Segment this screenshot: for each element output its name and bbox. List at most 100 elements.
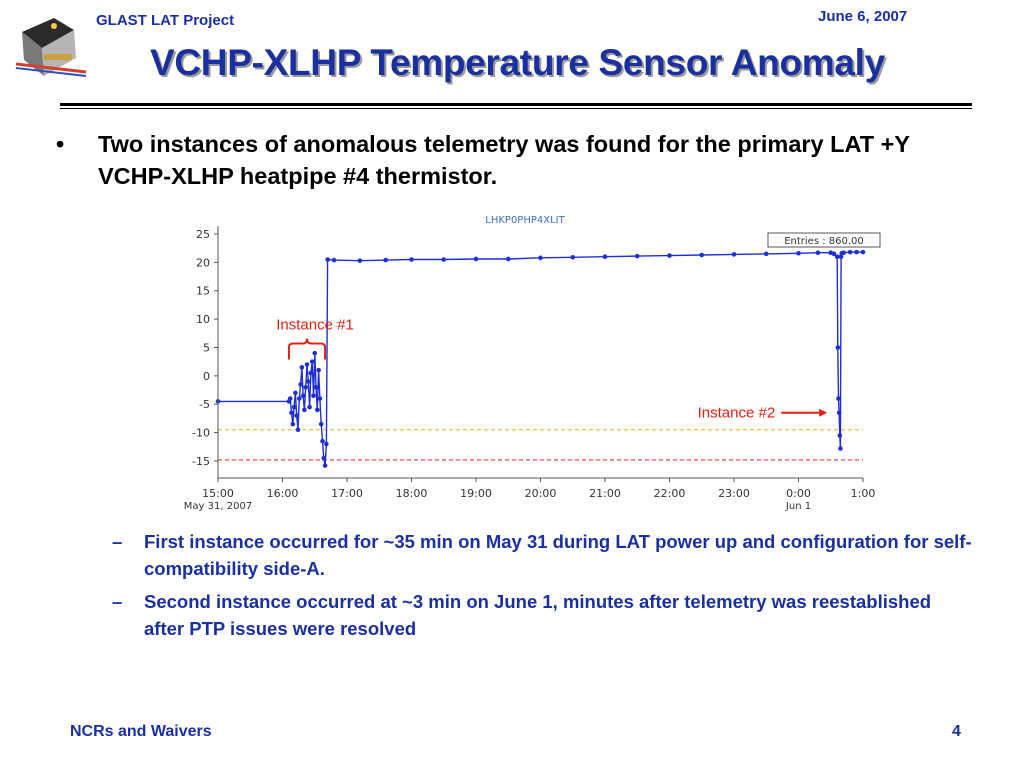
data-point — [505, 256, 511, 262]
series-line — [218, 251, 863, 466]
y-tick-label: 15 — [196, 285, 210, 298]
sub-bullet-dash: – — [112, 591, 123, 612]
data-point — [318, 421, 324, 427]
data-point — [312, 350, 318, 356]
data-point — [473, 256, 479, 262]
title-divider-thin — [60, 108, 972, 109]
data-point — [321, 455, 327, 461]
y-tick-label: -5 — [199, 398, 210, 411]
x-tick-label: 1:00 — [851, 487, 876, 500]
data-point — [836, 396, 841, 401]
data-point — [306, 379, 311, 384]
chart-svg: LHKP0PHP4XLIT Entries : 860.00 25 20 15 10 5… — [184, 215, 881, 512]
data-point — [841, 250, 846, 256]
bullet-dot: • — [56, 131, 65, 157]
data-point — [308, 370, 314, 376]
x-tick-label: 21:00 — [589, 487, 621, 500]
x-tick-label: 17:00 — [331, 487, 363, 500]
chart-title: LHKP0PHP4XLIT — [485, 215, 565, 226]
data-point — [847, 249, 853, 255]
data-point — [304, 362, 310, 367]
data-point — [763, 251, 769, 257]
data-point — [796, 250, 801, 256]
data-point — [834, 254, 840, 259]
data-point — [331, 257, 337, 263]
title-divider — [60, 103, 972, 106]
page-number: 4 — [952, 723, 961, 740]
y-tick-label: 5 — [203, 341, 210, 354]
annotation-instance-2: Instance #2 — [698, 405, 776, 422]
data-point — [291, 404, 297, 410]
annotation-instance-1: Instance #1 — [276, 316, 354, 333]
data-point — [290, 421, 296, 427]
data-point — [298, 382, 303, 387]
instance-2-arrow-head — [819, 408, 828, 417]
y-tick-label: -10 — [192, 427, 210, 440]
data-point — [307, 404, 312, 410]
data-point — [309, 359, 315, 364]
data-point — [860, 249, 866, 255]
data-point — [699, 252, 705, 258]
data-point — [322, 463, 328, 468]
data-point — [315, 407, 320, 413]
x-tick-label: 23:00 — [718, 487, 750, 500]
sub-bullet-1-text: First instance occurred for ~35 min on M… — [144, 531, 972, 579]
data-point — [570, 254, 576, 260]
data-point — [295, 427, 301, 433]
y-tick-label: 10 — [196, 313, 210, 326]
x-sublabel: Jun 1 — [785, 501, 811, 512]
data-point — [302, 407, 307, 413]
data-point — [357, 258, 363, 263]
project-name: GLAST LAT Project — [96, 12, 235, 29]
instance-1-bracket — [287, 338, 327, 360]
glast-logo — [14, 14, 90, 91]
data-point — [538, 255, 543, 261]
data-point — [287, 396, 293, 401]
slide-date: June 6, 2007 — [818, 8, 908, 25]
data-point — [836, 410, 842, 416]
y-tick-label: 25 — [196, 228, 210, 241]
data-point — [667, 253, 672, 258]
data-point — [838, 254, 844, 259]
data-point — [731, 252, 737, 257]
x-tick-label: 15:00 — [202, 487, 234, 500]
data-point — [303, 384, 309, 390]
x-tick-label: 19:00 — [460, 487, 492, 500]
x-sublabel: May 31, 2007 — [184, 501, 252, 512]
footer-section: NCRs and Waivers — [70, 723, 212, 740]
x-tick-label: 22:00 — [654, 487, 686, 500]
data-point — [324, 441, 329, 447]
data-point — [383, 257, 388, 263]
y-tick-label: -15 — [192, 455, 210, 468]
x-tick-label: 20:00 — [525, 487, 557, 500]
stats-box-text: Entries : 860.00 — [784, 236, 864, 247]
x-tick-label: 18:00 — [396, 487, 428, 500]
y-tick-label: 20 — [196, 256, 210, 269]
data-point — [634, 253, 640, 259]
data-point — [299, 365, 305, 370]
main-bullet-text: Two instances of anomalous telemetry was… — [98, 131, 910, 189]
data-point — [300, 393, 306, 399]
data-point — [602, 254, 608, 259]
data-point — [316, 367, 321, 373]
data-point — [835, 345, 841, 350]
telemetry-chart: LHKP0PHP4XLIT Entries : 860.00 25 20 15 10 5… — [130, 208, 900, 523]
x-tick-label: 16:00 — [267, 487, 299, 500]
data-point — [325, 257, 330, 262]
sub-bullet-dash: – — [112, 531, 123, 552]
data-point — [289, 410, 294, 416]
data-point — [294, 413, 299, 418]
data-point — [311, 393, 316, 399]
data-point — [831, 251, 837, 257]
stats-box — [767, 232, 881, 248]
data-point — [837, 433, 843, 438]
data-point — [313, 384, 319, 390]
sub-bullet-2-text: Second instance occurred at ~3 min on Ju… — [144, 591, 932, 639]
slide-title: VCHP-XLHP Temperature Sensor Anomaly — [150, 42, 885, 83]
data-point — [854, 249, 859, 255]
data-point — [409, 257, 414, 262]
data-point — [296, 396, 302, 401]
y-tick-label: 0 — [203, 370, 210, 383]
data-point — [441, 257, 447, 262]
data-point — [317, 396, 323, 401]
